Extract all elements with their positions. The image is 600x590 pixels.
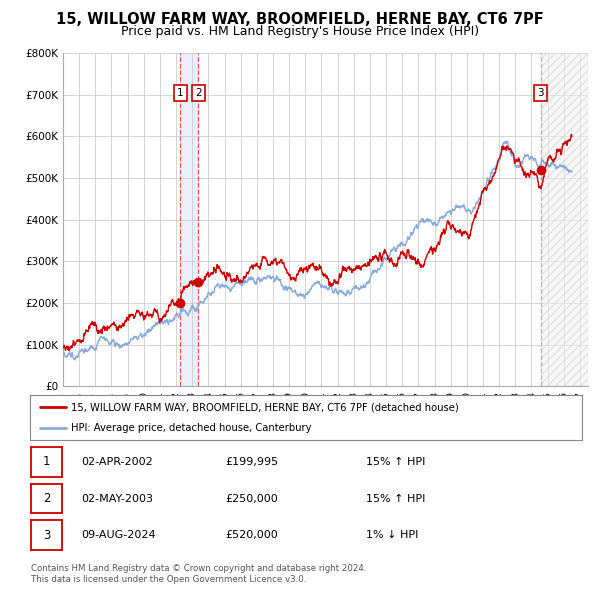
Text: 2: 2: [195, 88, 202, 98]
Text: 1: 1: [177, 88, 184, 98]
Text: 15, WILLOW FARM WAY, BROOMFIELD, HERNE BAY, CT6 7PF (detached house): 15, WILLOW FARM WAY, BROOMFIELD, HERNE B…: [71, 402, 459, 412]
Text: This data is licensed under the Open Government Licence v3.0.: This data is licensed under the Open Gov…: [31, 575, 307, 584]
Text: £199,995: £199,995: [225, 457, 278, 467]
Text: 15% ↑ HPI: 15% ↑ HPI: [366, 494, 425, 503]
Text: 15, WILLOW FARM WAY, BROOMFIELD, HERNE BAY, CT6 7PF: 15, WILLOW FARM WAY, BROOMFIELD, HERNE B…: [56, 12, 544, 27]
Text: 3: 3: [43, 529, 50, 542]
Text: 02-MAY-2003: 02-MAY-2003: [81, 494, 153, 503]
Text: 3: 3: [538, 88, 544, 98]
Text: Contains HM Land Registry data © Crown copyright and database right 2024.: Contains HM Land Registry data © Crown c…: [31, 565, 367, 573]
Bar: [541, 53, 588, 386]
Text: 1: 1: [43, 455, 50, 468]
Text: £250,000: £250,000: [225, 494, 278, 503]
Bar: [180, 53, 198, 386]
Text: 09-AUG-2024: 09-AUG-2024: [81, 530, 155, 540]
Text: 2: 2: [43, 492, 50, 505]
Text: HPI: Average price, detached house, Canterbury: HPI: Average price, detached house, Cant…: [71, 422, 312, 432]
Text: £520,000: £520,000: [225, 530, 278, 540]
Text: 15% ↑ HPI: 15% ↑ HPI: [366, 457, 425, 467]
Text: 02-APR-2002: 02-APR-2002: [81, 457, 153, 467]
Text: Price paid vs. HM Land Registry's House Price Index (HPI): Price paid vs. HM Land Registry's House …: [121, 25, 479, 38]
Text: 1% ↓ HPI: 1% ↓ HPI: [366, 530, 418, 540]
